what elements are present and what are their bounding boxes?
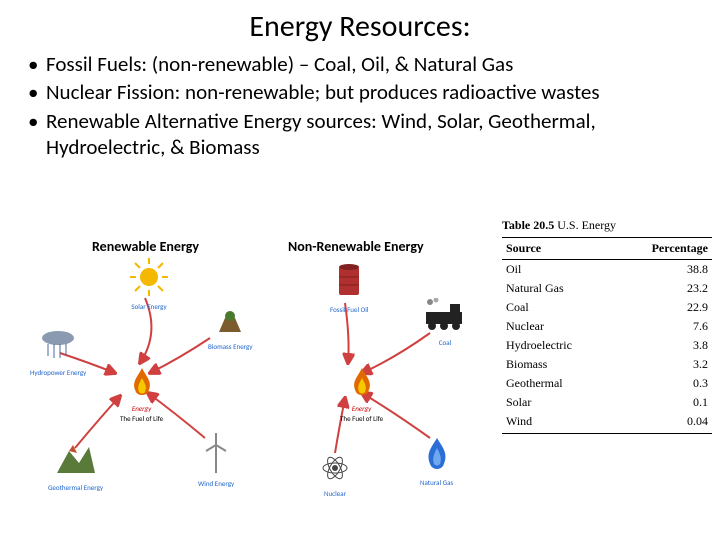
sun-icon: Solar Energy [130,258,168,311]
table-row: Coal22.9 [502,298,712,317]
nuclear-icon: Nuclear [320,453,350,498]
page-title: Energy Resources: [0,0,720,51]
renewable-energy-center: Energy The Fuel of Life [120,368,163,423]
gas-flame-icon: Natural Gas [420,438,453,487]
cell-percentage: 22.9 [614,298,712,317]
biomass-icon: Biomass Energy [208,308,253,351]
icon-label: Biomass Energy [208,342,253,351]
bullet-item: Nuclear Fission: non-renewable; but prod… [28,79,700,105]
cell-percentage: 3.2 [614,355,712,374]
coal-train-icon: Coal [420,298,470,347]
cell-source: Hydroelectric [502,336,614,355]
table-row: Wind0.04 [502,412,712,434]
cell-source: Solar [502,393,614,412]
wind-icon: Wind Energy [198,433,234,488]
icon-label: Nuclear [320,489,350,498]
nonrenewable-energy-center: Energy The Fuel of Life [340,368,383,423]
table-row: Solar0.1 [502,393,712,412]
table-row: Biomass3.2 [502,355,712,374]
data-table: Source Percentage Oil38.8Natural Gas23.2… [502,237,712,434]
cell-percentage: 38.8 [614,260,712,280]
cell-percentage: 7.6 [614,317,712,336]
table-row: Natural Gas23.2 [502,279,712,298]
table-row: Nuclear7.6 [502,317,712,336]
icon-label: Energy [340,404,383,413]
table-row: Hydroelectric3.8 [502,336,712,355]
table-row: Geothermal0.3 [502,374,712,393]
table-caption: Table 20.5 U.S. Energy [502,218,712,233]
cell-percentage: 0.04 [614,412,712,434]
energy-diagram: Renewable Energy Non-Renewable Energy So… [20,238,490,518]
icon-label: Wind Energy [198,479,234,488]
cell-source: Biomass [502,355,614,374]
icon-label: Fossil Fuel Oil [330,305,369,314]
icon-label: Natural Gas [420,478,453,487]
cell-source: Wind [502,412,614,434]
cell-source: Oil [502,260,614,280]
cell-source: Geothermal [502,374,614,393]
icon-sublabel: The Fuel of Life [340,414,383,423]
bullet-item: Renewable Alternative Energy sources: Wi… [28,108,700,161]
cell-source: Coal [502,298,614,317]
col-header: Source [502,238,614,260]
bullet-list: Fossil Fuels: (non-renewable) – Coal, Oi… [0,51,720,160]
icon-label: Geothermal Energy [48,483,103,492]
table-row: Oil38.8 [502,260,712,280]
icon-sublabel: The Fuel of Life [120,414,163,423]
us-energy-table: Table 20.5 U.S. Energy Source Percentage… [502,218,712,434]
table-caption-title: U.S. Energy [557,218,616,232]
cell-source: Natural Gas [502,279,614,298]
cell-percentage: 23.2 [614,279,712,298]
cell-percentage: 0.3 [614,374,712,393]
cell-source: Nuclear [502,317,614,336]
icon-label: Solar Energy [130,302,168,311]
bullet-item: Fossil Fuels: (non-renewable) – Coal, Oi… [28,51,700,77]
icon-label: Coal [420,338,470,347]
icon-label: Hydropower Energy [30,368,86,377]
table-caption-label: Table 20.5 [502,218,554,232]
hydro-icon: Hydropower Energy [30,328,86,377]
oil-barrel-icon: Fossil Fuel Oil [330,263,369,314]
cell-percentage: 0.1 [614,393,712,412]
geothermal-icon: Geothermal Energy [48,443,103,492]
icon-label: Energy [120,404,163,413]
cell-percentage: 3.8 [614,336,712,355]
col-header: Percentage [614,238,712,260]
